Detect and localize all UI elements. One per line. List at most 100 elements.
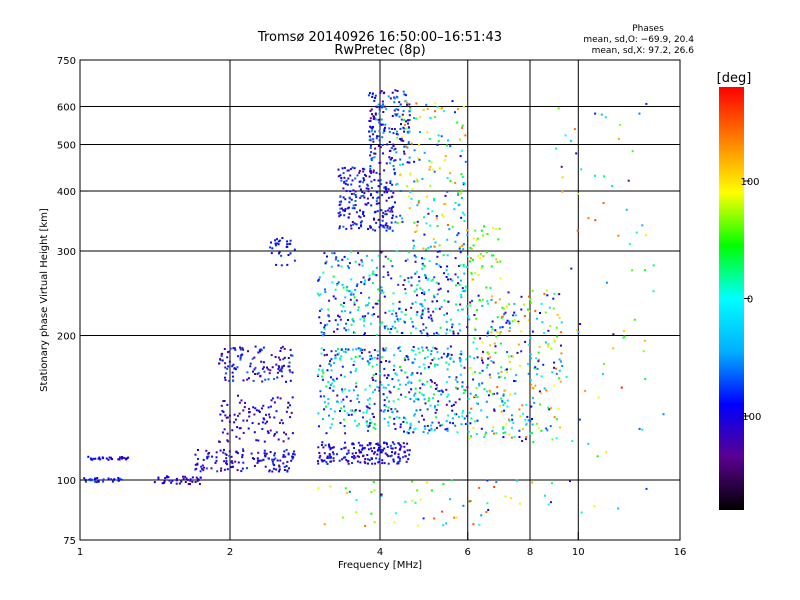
data-point [215,451,218,454]
data-point [398,416,401,419]
data-point [285,245,288,248]
data-point [443,272,446,275]
data-point [262,417,265,420]
data-point [215,456,218,459]
data-point [350,323,353,326]
data-point [233,421,236,424]
data-point [461,287,464,290]
data-point [419,131,421,133]
data-point [279,239,281,242]
data-point [381,356,384,359]
data-point [448,400,451,403]
data-point [361,167,364,170]
data-point [486,479,489,482]
data-point [618,123,621,126]
data-point [387,95,390,98]
data-point [473,314,476,316]
data-point [422,418,425,421]
data-point [393,385,396,388]
data-point [434,405,436,408]
data-point [267,368,270,371]
data-point [366,409,369,412]
data-point [391,91,394,94]
data-point [367,448,370,451]
data-point [447,352,449,355]
data-point [460,189,463,192]
data-point [413,290,416,293]
data-point [358,263,361,266]
data-point [555,147,557,150]
data-point [507,355,510,358]
data-point [289,370,292,373]
data-point [341,283,344,286]
data-point [435,408,438,411]
data-point [196,479,199,482]
data-point [602,202,605,205]
data-point [288,369,291,372]
data-point [241,353,244,356]
data-point [463,213,466,216]
data-point [178,482,181,485]
data-point [440,389,443,392]
data-point [558,377,561,380]
data-point [378,389,381,392]
data-point [276,371,279,374]
data-point [452,332,455,335]
data-point [433,382,436,384]
data-point [286,460,289,463]
data-point [261,380,264,383]
data-point [371,157,374,159]
data-point [429,379,432,382]
data-point [384,126,386,129]
data-point [421,305,424,308]
data-point [342,286,345,289]
data-point [374,462,377,465]
data-point [469,355,471,358]
data-point [457,282,459,285]
data-point [377,135,380,138]
data-point [389,97,392,100]
data-point [386,271,389,274]
data-point [557,107,560,110]
data-point [494,329,497,332]
data-point [328,446,331,449]
data-point [398,307,401,310]
data-point [465,286,468,289]
data-point [477,402,479,405]
data-point [271,458,274,461]
data-point [191,476,194,479]
data-point [389,226,392,229]
data-point [392,460,395,463]
data-point [399,444,402,447]
data-point [424,307,426,310]
data-point [343,410,346,412]
data-point [372,92,374,95]
data-point [391,217,394,219]
data-point [530,301,533,304]
data-point [417,157,420,160]
data-point [406,161,409,164]
data-point [502,404,505,407]
data-point [517,343,520,346]
data-point [391,206,394,208]
data-point [219,449,222,452]
data-point [409,173,412,176]
data-point [389,391,392,394]
data-point [652,264,655,267]
data-point [579,323,582,325]
data-point [372,115,375,118]
data-point [643,339,646,342]
data-point [555,437,558,440]
data-point [397,379,400,382]
data-point [117,479,120,482]
data-point [418,158,421,161]
data-point [363,320,366,323]
data-point [518,429,521,432]
data-point [416,284,419,287]
data-point [373,423,376,426]
data-point [347,414,350,416]
data-point [451,100,454,103]
data-point [355,382,358,385]
data-point [442,524,445,527]
data-point [223,348,226,350]
